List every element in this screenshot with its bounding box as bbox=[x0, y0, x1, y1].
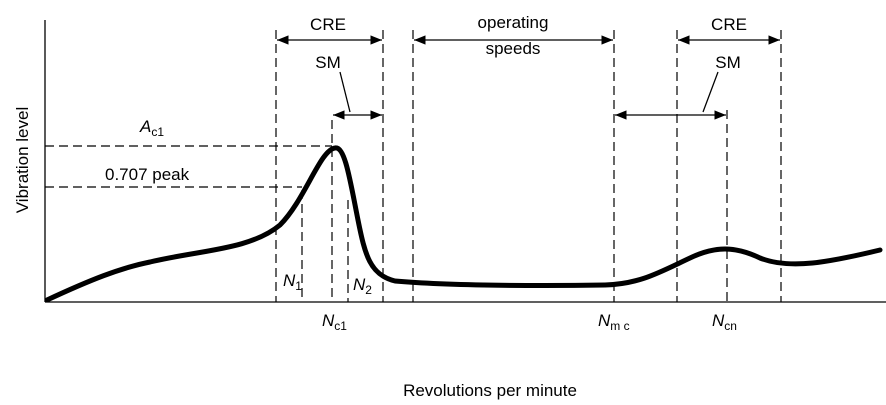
y-axis-label: Vibration level bbox=[13, 107, 32, 213]
operating-label: speeds bbox=[486, 39, 541, 58]
sm-label: SM bbox=[715, 53, 741, 72]
cre-label: CRE bbox=[310, 15, 346, 34]
n1-label: N1 bbox=[283, 271, 302, 293]
operating-label: operating bbox=[478, 13, 549, 32]
ncn-label: Ncn bbox=[712, 311, 737, 333]
amplitude-label: Ac1 bbox=[139, 117, 164, 139]
nc1-label: Nc1 bbox=[322, 311, 347, 333]
nmc-label: Nm c bbox=[598, 311, 630, 333]
sm-label: SM bbox=[315, 53, 341, 72]
x-axis-label: Revolutions per minute bbox=[403, 381, 577, 400]
dimension-arrows bbox=[277, 35, 780, 120]
cre-label: CRE bbox=[711, 15, 747, 34]
half-power-label: 0.707 peak bbox=[105, 165, 190, 184]
n2-label: N2 bbox=[353, 275, 372, 297]
vibration-curve bbox=[44, 145, 883, 303]
guide-lines bbox=[45, 30, 782, 302]
